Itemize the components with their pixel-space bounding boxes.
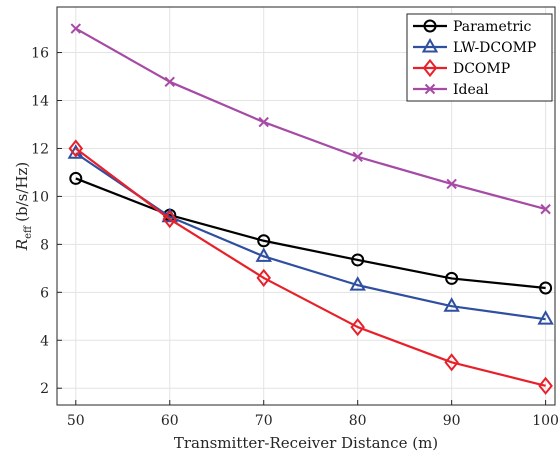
x-tick-label: 70 bbox=[255, 413, 273, 429]
data-point-marker bbox=[446, 178, 457, 190]
data-point-marker bbox=[352, 151, 363, 163]
data-point-marker bbox=[350, 317, 365, 337]
plot-frame bbox=[56, 6, 556, 406]
series-line bbox=[75, 27, 546, 211]
x-axis-label: Transmitter-Receiver Distance (m) bbox=[174, 434, 438, 452]
data-point-marker bbox=[422, 58, 438, 78]
legend-label: LW-DCOMP bbox=[453, 40, 536, 56]
series-line bbox=[75, 147, 546, 387]
legend-label: Parametric bbox=[453, 19, 532, 35]
data-point-marker bbox=[69, 171, 83, 185]
series-line bbox=[75, 152, 546, 321]
data-point-marker bbox=[255, 247, 272, 262]
legend-entry: LW-DCOMP bbox=[413, 37, 536, 56]
data-point-marker bbox=[540, 203, 551, 215]
axis-ticks: 50 60 70 80 90 100 2 4 6 8 10 12 14 16 bbox=[31, 46, 558, 429]
legend-entry: Ideal bbox=[413, 82, 489, 98]
series-ideal bbox=[70, 23, 551, 215]
data-point-marker bbox=[258, 116, 269, 128]
y-tick-label: 12 bbox=[31, 141, 49, 157]
y-tick-label: 2 bbox=[40, 381, 49, 397]
x-tick-label: 50 bbox=[67, 413, 85, 429]
series-line bbox=[75, 177, 546, 290]
data-point-marker bbox=[256, 268, 271, 288]
legend-label: DCOMP bbox=[453, 61, 510, 77]
data-point-marker bbox=[257, 234, 271, 248]
y-axis-label-unit: (b/s/Hz) bbox=[13, 162, 31, 222]
y-tick-label: 14 bbox=[31, 94, 49, 110]
data-point-marker bbox=[537, 310, 554, 325]
y-tick-label: 10 bbox=[31, 189, 49, 205]
y-axis-label-subscript: eff bbox=[23, 225, 34, 239]
y-tick-label: 6 bbox=[40, 285, 49, 301]
data-point-marker bbox=[443, 297, 460, 312]
legend: Parametric LW-DCOMP DCOMP Ideal bbox=[406, 13, 553, 102]
data-point-marker bbox=[421, 37, 439, 53]
data-point-marker bbox=[424, 83, 436, 95]
data-point-marker bbox=[68, 139, 84, 158]
legend-entry: Parametric bbox=[413, 19, 532, 35]
y-axis-label-symbol: R bbox=[13, 239, 31, 251]
x-tick-label: 90 bbox=[443, 413, 461, 429]
x-tick-label: 80 bbox=[349, 413, 367, 429]
data-point-marker bbox=[349, 276, 366, 291]
series-dcomp bbox=[68, 139, 553, 395]
series-group bbox=[67, 23, 554, 395]
data-point-marker bbox=[445, 271, 459, 285]
legend-label: Ideal bbox=[453, 82, 489, 98]
data-point-marker bbox=[423, 19, 437, 33]
x-tick-label: 60 bbox=[161, 413, 179, 429]
data-point-marker bbox=[444, 353, 459, 372]
data-point-marker bbox=[164, 76, 175, 88]
series-lw-dcomp bbox=[67, 144, 554, 325]
data-point-marker bbox=[538, 376, 553, 395]
legend-entry: DCOMP bbox=[413, 58, 510, 78]
y-tick-label: 16 bbox=[31, 46, 49, 62]
x-tick-label: 100 bbox=[532, 413, 558, 429]
data-point-marker bbox=[162, 210, 178, 229]
data-point-marker bbox=[351, 253, 365, 267]
y-axis-label: Reff (b/s/Hz) bbox=[13, 162, 34, 251]
data-point-marker bbox=[70, 23, 81, 34]
y-tick-label: 8 bbox=[40, 237, 49, 253]
data-point-marker bbox=[539, 281, 553, 295]
y-tick-label: 4 bbox=[40, 333, 49, 349]
